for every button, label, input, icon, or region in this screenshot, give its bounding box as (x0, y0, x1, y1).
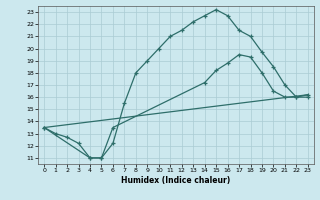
X-axis label: Humidex (Indice chaleur): Humidex (Indice chaleur) (121, 176, 231, 185)
